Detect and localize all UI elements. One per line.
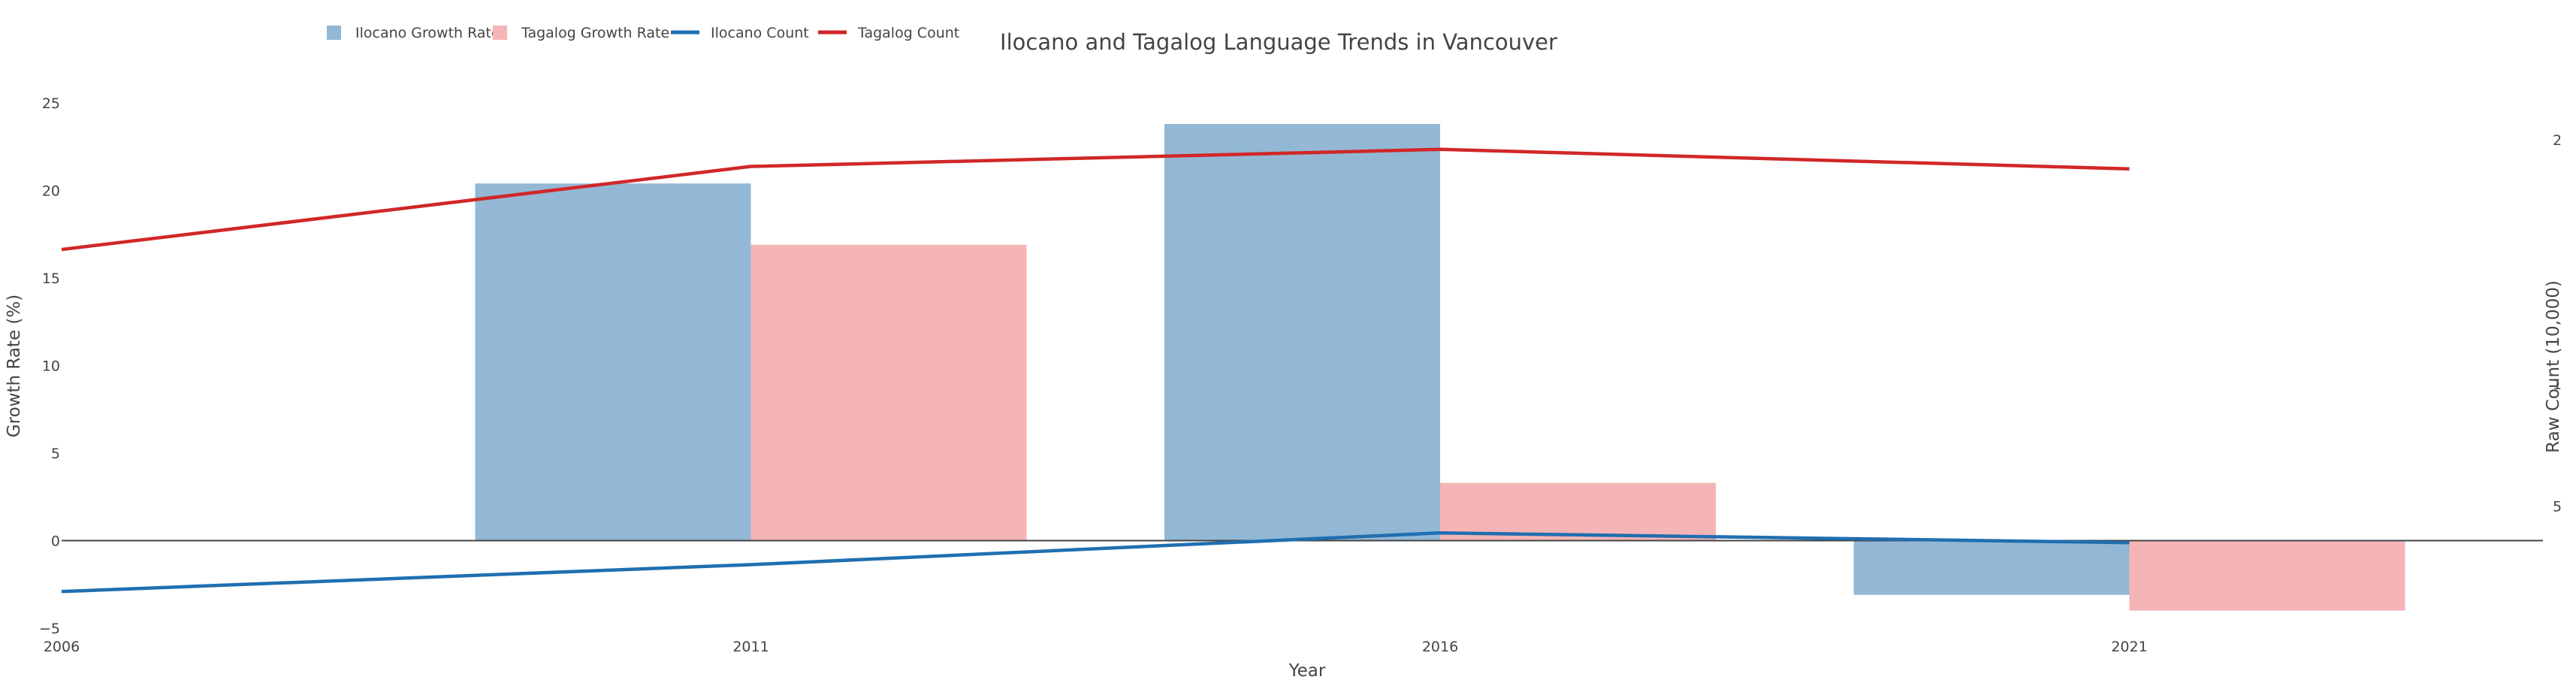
bars-layer bbox=[475, 123, 2405, 611]
legend-item-ilocano-growth-rate[interactable]: Ilocano Growth Rate bbox=[327, 25, 500, 41]
x-tick-label: 2011 bbox=[732, 639, 769, 655]
bar-ilocano-growth-rate-2011 bbox=[475, 183, 751, 541]
y2-axis-title: Raw Count (10,000) bbox=[2544, 280, 2563, 453]
legend: Ilocano Growth Rate Tagalog Growth Rate Il… bbox=[327, 25, 959, 41]
y-axis-ticks: −5 0 5 10 15 20 25 bbox=[39, 95, 60, 637]
y-tick-label: 20 bbox=[42, 183, 60, 200]
legend-label: Tagalog Growth Rate bbox=[521, 25, 669, 41]
legend-label: Ilocano Growth Rate bbox=[355, 25, 500, 41]
x-axis-ticks: 2006 2011 2016 2021 bbox=[44, 639, 2148, 655]
bar-ilocano-growth-rate-2021 bbox=[1853, 540, 2130, 595]
x-axis-title: Year bbox=[1288, 661, 1326, 681]
y-tick-label: 15 bbox=[42, 270, 60, 287]
x-tick-label: 2016 bbox=[1422, 639, 1458, 655]
y-tick-label: 10 bbox=[42, 358, 60, 375]
legend-item-tagalog-growth-rate[interactable]: Tagalog Growth Rate bbox=[493, 25, 669, 41]
chart-title: Ilocano and Tagalog Language Trends in V… bbox=[1000, 29, 1557, 55]
y-tick-label: −5 bbox=[39, 621, 60, 637]
legend-swatch bbox=[327, 26, 341, 40]
bar-tagalog-growth-rate-2021 bbox=[2129, 540, 2405, 611]
y-tick-label: 5 bbox=[51, 446, 60, 462]
lines-layer bbox=[61, 147, 2130, 594]
y2-tick-label: 1 bbox=[2553, 376, 2562, 393]
line-ilocano-count bbox=[61, 530, 2130, 594]
y2-axis-ticks: 5 1 2 bbox=[2553, 132, 2562, 515]
legend-label: Ilocano Count bbox=[711, 25, 809, 41]
x-tick-label: 2021 bbox=[2111, 639, 2147, 655]
legend-item-tagalog-count[interactable]: Tagalog Count bbox=[818, 25, 959, 41]
y-axis-title: Growth Rate (%) bbox=[5, 295, 24, 437]
y-tick-label: 0 bbox=[51, 533, 60, 550]
bar-ilocano-growth-rate-2016 bbox=[1164, 123, 1440, 541]
legend-label: Tagalog Count bbox=[857, 25, 959, 41]
bar-tagalog-growth-rate-2011 bbox=[750, 244, 1027, 541]
x-tick-label: 2006 bbox=[44, 639, 80, 655]
bar-tagalog-growth-rate-2016 bbox=[1440, 482, 1716, 541]
legend-item-ilocano-count[interactable]: Ilocano Count bbox=[671, 25, 809, 41]
y-tick-label: 25 bbox=[42, 95, 60, 112]
legend-swatch bbox=[493, 26, 507, 40]
line-tagalog-count bbox=[61, 147, 2130, 252]
y2-tick-label: 2 bbox=[2553, 132, 2562, 149]
y2-tick-label: 5 bbox=[2553, 498, 2562, 515]
